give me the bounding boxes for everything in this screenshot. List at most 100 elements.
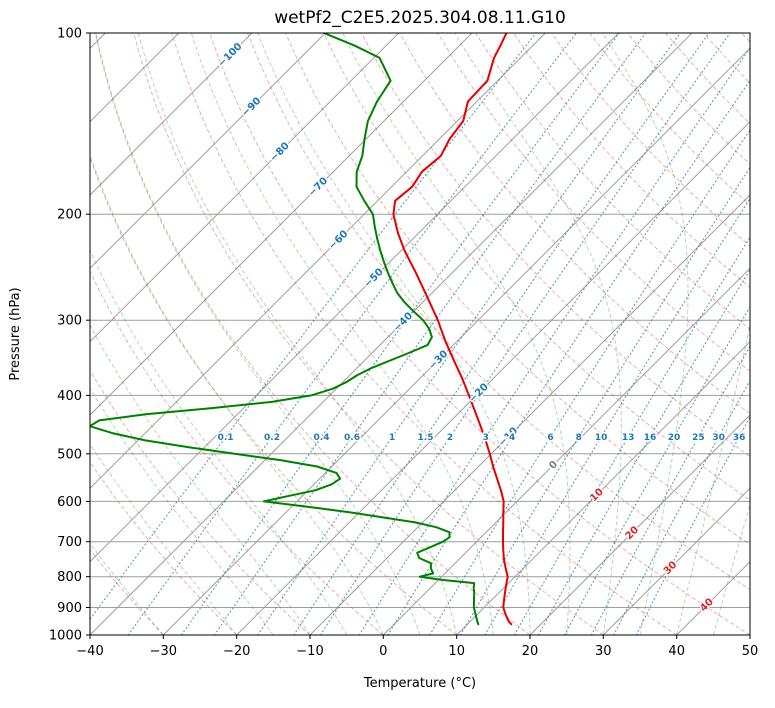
- moist-adiabat-lines: [90, 33, 750, 635]
- mixing-ratio-label: 16: [644, 433, 657, 443]
- isotherm-line: [382, 267, 750, 635]
- y-tick-label: 200: [57, 208, 82, 223]
- isotherm-line: [90, 33, 326, 270]
- moist-adiabat-line: [94, 33, 421, 635]
- moist-adiabat-line: [90, 248, 348, 635]
- dry-adiabat-line: [209, 33, 750, 635]
- dry-adiabat-line: [247, 33, 750, 590]
- x-tick-label: 0: [379, 644, 387, 659]
- dry-adiabat-line: [285, 33, 750, 546]
- mixing-ratio-line: [537, 268, 750, 635]
- mixing-ratio-line: [613, 379, 750, 635]
- y-axis-label: Pressure (hPa): [8, 287, 23, 380]
- mixing-ratio-line: [257, 33, 681, 635]
- temperature-curve: [392, 33, 513, 626]
- y-tick-label: 300: [57, 314, 82, 329]
- isotherm-line: [90, 33, 400, 343]
- moist-adiabat-line: [90, 387, 274, 635]
- mixing-ratio-label: 8: [576, 433, 582, 443]
- dry-adiabat-line: [437, 33, 750, 372]
- y-tick-label: 100: [57, 27, 82, 42]
- x-tick-label: −30: [150, 644, 177, 659]
- x-tick-label: −40: [76, 644, 103, 659]
- x-tick-label: 20: [522, 644, 539, 659]
- mixing-ratio-line: [180, 33, 620, 635]
- plot-area: [90, 33, 750, 635]
- mixing-ratio-label: 36: [733, 433, 746, 443]
- mixing-ratio-label: 30: [712, 433, 725, 443]
- moist-adiabat-line: [749, 633, 750, 635]
- dry-adiabat-line: [323, 33, 750, 501]
- mixing-ratio-line: [513, 236, 750, 635]
- mixing-ratio-lines: [90, 33, 750, 635]
- moist-adiabat-line: [712, 503, 750, 635]
- dry-adiabat-line: [133, 33, 604, 635]
- x-tick-label: −20: [223, 644, 250, 659]
- isotherm-lines: [90, 33, 750, 635]
- dry-adiabat-line: [741, 33, 750, 43]
- isotherm-line: [529, 414, 750, 635]
- mixing-ratio-line: [387, 79, 750, 635]
- isotherm-line: [309, 194, 750, 635]
- mixing-ratio-line: [358, 47, 750, 635]
- dry-adiabat-line: [399, 33, 750, 415]
- x-tick-label: 30: [595, 644, 612, 659]
- moist-adiabat-line: [342, 33, 571, 635]
- mixing-ratio-label: 10: [595, 433, 608, 443]
- mixing-ratio-line: [635, 415, 750, 635]
- moist-adiabat-line: [90, 443, 238, 635]
- axes: −40 −30 −20 −10 0 10 20 30 40 5010020030040050060…: [49, 27, 758, 660]
- mixing-ratio-label: 2: [447, 433, 453, 443]
- y-tick-label: 700: [57, 535, 82, 550]
- y-tick-label: 800: [57, 570, 82, 585]
- dry-adiabat-line: [475, 33, 750, 330]
- mixing-ratio-label: 0.1: [218, 433, 234, 443]
- isotherm-line: [456, 340, 750, 635]
- dry-adiabat-line: [171, 33, 677, 635]
- y-tick-label: 1000: [49, 629, 82, 644]
- mixing-ratio-label: 0.6: [344, 433, 360, 443]
- dry-adiabat-line: [90, 156, 458, 635]
- dry-adiabat-line: [361, 33, 750, 458]
- mixing-ratio-label: 13: [622, 433, 635, 443]
- dry-adiabat-line: [551, 33, 750, 247]
- y-tick-label: 900: [57, 601, 82, 616]
- mixing-ratio-label: 1.5: [418, 433, 434, 443]
- dry-adiabat-line: [627, 33, 750, 165]
- mixing-ratio-line: [484, 197, 750, 635]
- mixing-ratio-label: 6: [547, 433, 553, 443]
- dry-adiabat-line: [90, 369, 311, 635]
- mixing-ratio-line: [90, 33, 537, 621]
- mixing-ratio-line: [459, 166, 750, 635]
- moist-adiabat-line: [90, 153, 384, 635]
- isotherm-line: [749, 634, 750, 635]
- y-tick-label: 600: [57, 495, 82, 510]
- chart-layers: −100−90−80−70−60−50−40−30−20−10010203040…: [49, 27, 758, 660]
- isotherm-line: [676, 560, 750, 635]
- isotherm-line: [90, 33, 693, 635]
- x-tick-label: 10: [448, 644, 465, 659]
- moist-adiabat-line: [454, 33, 622, 635]
- dry-adiabat-line: [90, 461, 238, 635]
- mixing-ratio-label: 3: [483, 433, 489, 443]
- mixing-ratio-line: [564, 305, 750, 635]
- plot-border: [89, 32, 751, 636]
- isotherm-line: [90, 33, 253, 196]
- mixing-ratio-labels: 0.1 0.2 0.4 0.6 1 1.5 2 3 4 6 8 10 13 16 20 25 30 36: [216, 432, 747, 445]
- mixing-ratio-line: [127, 33, 577, 635]
- moist-adiabat-line: [602, 33, 689, 635]
- isotherm-line: [602, 487, 750, 635]
- mixing-ratio-line: [590, 345, 750, 635]
- chart-title: wetPf2_C2E5.2025.304.08.11.G10: [274, 8, 566, 28]
- dry-adiabat-line: [703, 33, 750, 84]
- isotherm-line: [90, 33, 473, 416]
- dry-adiabat-line: [90, 269, 384, 635]
- mixing-ratio-line: [213, 33, 647, 635]
- moist-adiabat-line: [190, 33, 494, 635]
- isotherm-line: [236, 120, 750, 635]
- x-axis-label: Temperature (°C): [363, 676, 476, 691]
- y-tick-label: 500: [57, 447, 82, 462]
- mixing-ratio-label: 25: [692, 433, 705, 443]
- mixing-ratio-label: 20: [668, 433, 681, 443]
